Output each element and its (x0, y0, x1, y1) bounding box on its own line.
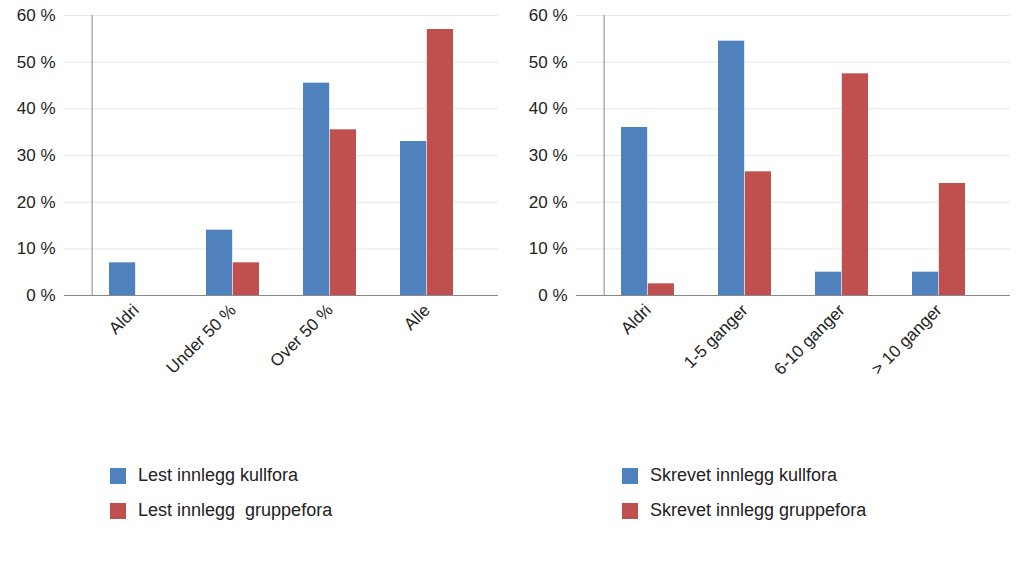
svg-text:0 %: 0 % (538, 286, 567, 305)
html-text:Lest innlegg kullfora: Lest innlegg kullfora (138, 465, 299, 485)
svg-text:Aldri: Aldri (105, 301, 142, 338)
svg-text:30 %: 30 % (17, 146, 56, 165)
svg-text:20 %: 20 % (17, 193, 56, 212)
svg-text:Under 50 %: Under 50 % (163, 301, 240, 378)
svg-text:10 %: 10 % (17, 239, 56, 258)
svg-text:50 %: 50 % (17, 53, 56, 72)
svg-text:40 %: 40 % (17, 99, 56, 118)
svg-text:1-5 ganger: 1-5 ganger (680, 300, 752, 372)
svg-text:50 %: 50 % (529, 53, 568, 72)
svg-text:Aldri: Aldri (617, 301, 654, 338)
svg-text:60 %: 60 % (529, 6, 568, 25)
svg-text:> 10 ganger: > 10 ganger (868, 300, 946, 378)
svg-text:Over 50 %: Over 50 % (266, 301, 336, 371)
svg-text:40 %: 40 % (529, 99, 568, 118)
svg-text:0 %: 0 % (26, 286, 55, 305)
html-text:Lest innlegg gruppefora: Lest innlegg gruppefora (138, 500, 333, 520)
html-text:Skrevet innlegg gruppefora: Skrevet innlegg gruppefora (650, 500, 867, 520)
svg-text:30 %: 30 % (529, 146, 568, 165)
svg-text:20 %: 20 % (529, 193, 568, 212)
html-text:Skrevet innlegg kullfora: Skrevet innlegg kullfora (650, 465, 838, 485)
svg-text:Alle: Alle (400, 301, 433, 334)
svg-text:10 %: 10 % (529, 239, 568, 258)
svg-text:60 %: 60 % (17, 6, 56, 25)
svg-text:6-10 ganger: 6-10 ganger (770, 300, 849, 379)
